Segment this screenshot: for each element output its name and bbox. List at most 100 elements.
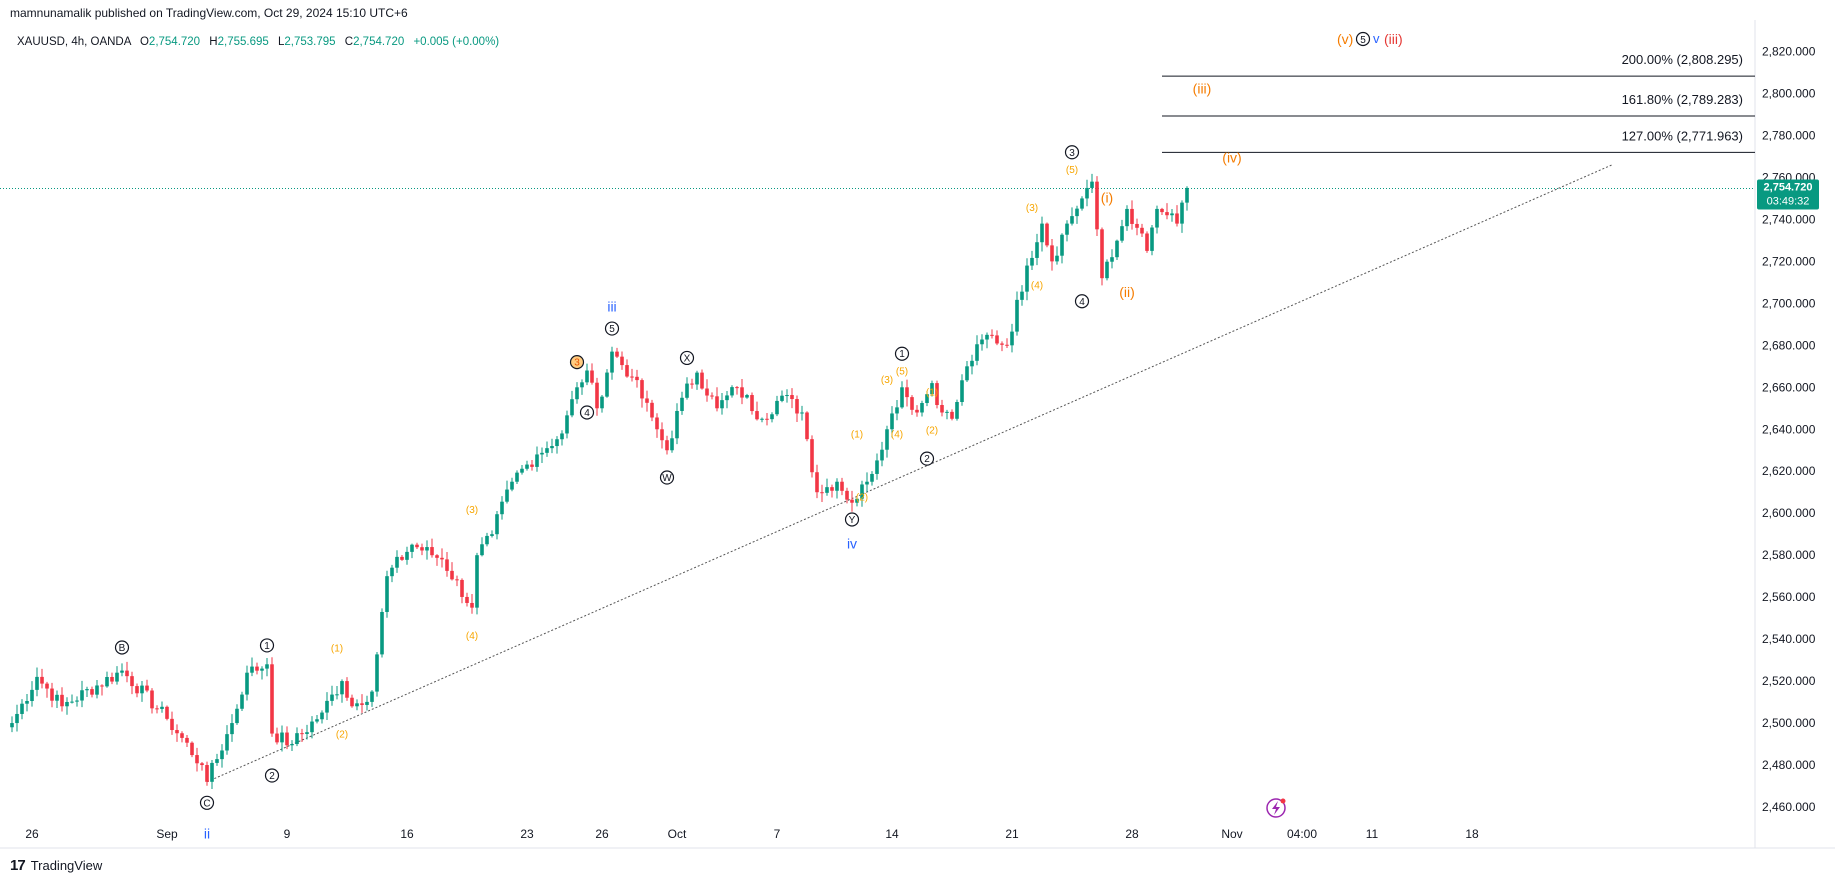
wave-label-circle [199,795,215,810]
candle-body [640,380,644,399]
candle-body [590,370,594,383]
trendline[interactable] [206,164,1613,783]
candle-body [765,418,769,420]
wave-label-circle [569,355,585,370]
candle-body [10,723,14,728]
candle-body [510,481,514,490]
wave-label-circle [659,470,675,485]
candle-body [385,576,389,612]
tradingview-logo-icon: 17 [10,857,26,874]
wave-label: (1) [331,644,343,655]
candle-body [190,742,194,756]
candle-body [75,700,79,702]
candle-body [25,701,29,704]
candle-body [225,734,229,751]
wave-label: (ii) [1119,284,1135,300]
candle-body [675,410,679,439]
candle-body [980,339,984,345]
candle-body [95,685,99,695]
candle-body [1185,187,1189,203]
candle-body [50,688,54,701]
candle-body [700,372,704,389]
price-tick-label: 2,680.000 [1762,338,1816,352]
time-tick-label: Sep [156,827,178,841]
wave-label-circle [844,512,860,527]
candle-body [1170,213,1174,216]
candle-body [235,708,239,724]
wave-label: (3) [881,375,893,386]
candle-body [705,388,709,396]
wave-label-circle [579,405,595,420]
price-axis[interactable]: 2,460.000 2,480.000 2,500.000 2,520.000 2,54… [1762,45,1816,814]
candle-body [1000,343,1004,345]
candle-body [1135,223,1139,228]
candle-body [835,481,839,491]
legend-change: +0.005 (+0.00%) [413,36,499,48]
lightning-icon[interactable] [1266,798,1286,818]
time-axis[interactable]: 26 Sep 9 16 23 26 Oct 7 14 21 28 Nov 04:00 11 18 [25,827,1479,841]
candle-body [70,701,74,703]
candle-body [300,733,304,735]
candle-body [710,395,714,397]
candle-body [900,387,904,408]
candle-body [325,700,329,713]
last-price-value: 2,754.720 [1764,182,1813,194]
fib-level-label: 127.00% (2,771.963) [1622,128,1743,143]
wave-label: iv [847,536,857,552]
candle-body [215,759,219,763]
candle-body [860,484,864,499]
candle-body [785,395,789,397]
candle-body [60,694,64,707]
last-price-tag[interactable]: 2,754.720 03:49:32 [1757,179,1819,210]
candle-body [380,611,384,655]
candle-body [1045,223,1049,246]
fib-levels-layer: 200.00% (2,808.295) 161.80% (2,789.283) 12… [1162,52,1755,153]
time-tick-label: 28 [1125,827,1139,841]
candle-body [295,733,299,745]
wave-label: iii [607,299,616,315]
candle-body [1180,202,1184,224]
candle-body [755,411,759,420]
candle-body [560,433,564,440]
candle-body [1065,223,1069,235]
wave-label: (1) [926,387,938,398]
candle-body [420,547,424,551]
candle-body [1030,257,1034,266]
candle-body [530,464,534,467]
candle-body [85,689,89,691]
footer[interactable]: 17 TradingView [10,857,102,874]
candle-body [160,706,164,709]
candle-body [140,685,144,694]
candle-body [715,396,719,409]
candles-layer [10,173,1189,790]
wave-label: (2) [926,425,938,436]
candle-body [1020,291,1024,300]
wave-label: 3 [1069,148,1075,159]
candle-body [960,380,964,403]
price-tick-label: 2,720.000 [1762,254,1816,268]
price-tick-label: 2,740.000 [1762,212,1816,226]
candle-body [155,708,159,710]
candle-body [285,732,289,746]
candle-body [520,468,524,473]
candle-body [570,399,574,416]
price-tick-label: 2,800.000 [1762,87,1816,101]
top-wave-cluster: (v) 5 v (iii) [1337,31,1403,47]
candle-body [955,402,959,419]
candle-body [430,547,434,556]
wave-label: 2 [269,771,275,782]
candle-body [135,686,139,694]
candle-body [415,544,419,548]
candle-body [1150,227,1154,251]
candle-body [115,672,119,682]
candle-body [1115,240,1119,258]
candle-body [410,544,414,552]
candle-body [605,372,609,397]
candle-body [1050,245,1054,262]
candle-body [990,334,994,336]
footer-brand: TradingView [30,858,103,873]
wave-label: C [203,798,210,809]
candle-body [1025,265,1029,292]
candle-body [925,394,929,404]
